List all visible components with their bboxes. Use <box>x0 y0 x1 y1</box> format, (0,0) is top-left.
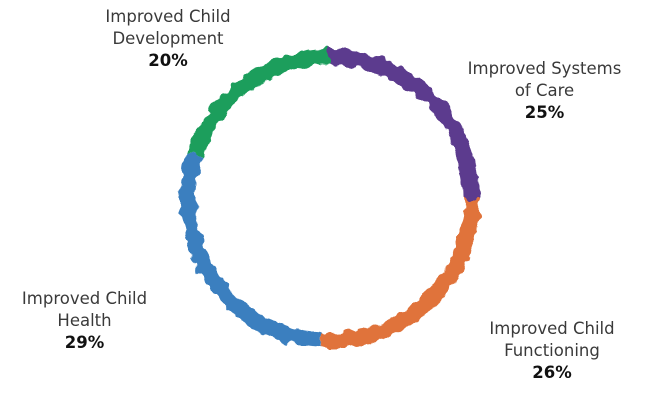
slice-child-functioning <box>320 198 480 349</box>
slice-label-line2: of Care <box>514 81 575 100</box>
slice-percent: 25% <box>524 103 565 122</box>
slice-percent: 20% <box>148 51 188 70</box>
slice-label-line2: Functioning <box>504 341 600 360</box>
slice-label-child-functioning: Improved Child Functioning 26% <box>462 318 642 384</box>
slice-label-line2: Health <box>57 311 112 330</box>
slice-label-child-health: Improved Child Health 29% <box>2 288 167 354</box>
slice-label-line1: Improved Child <box>21 289 148 308</box>
slice-label-line1: Improved Child <box>489 319 615 338</box>
slice-label-child-development: Improved Child Development 20% <box>78 6 258 72</box>
slice-child-health <box>180 152 322 349</box>
slice-systems-of-care <box>329 49 480 200</box>
slice-label-line1: Improved Systems <box>467 59 622 78</box>
slice-label-line2: Development <box>112 29 224 48</box>
slice-label-systems-of-care: Improved Systems of Care 25% <box>452 58 637 124</box>
slice-child-development <box>187 49 331 158</box>
slice-percent: 26% <box>532 363 572 382</box>
slice-percent: 29% <box>64 333 105 352</box>
slice-label-line1: Improved Child <box>105 7 231 26</box>
